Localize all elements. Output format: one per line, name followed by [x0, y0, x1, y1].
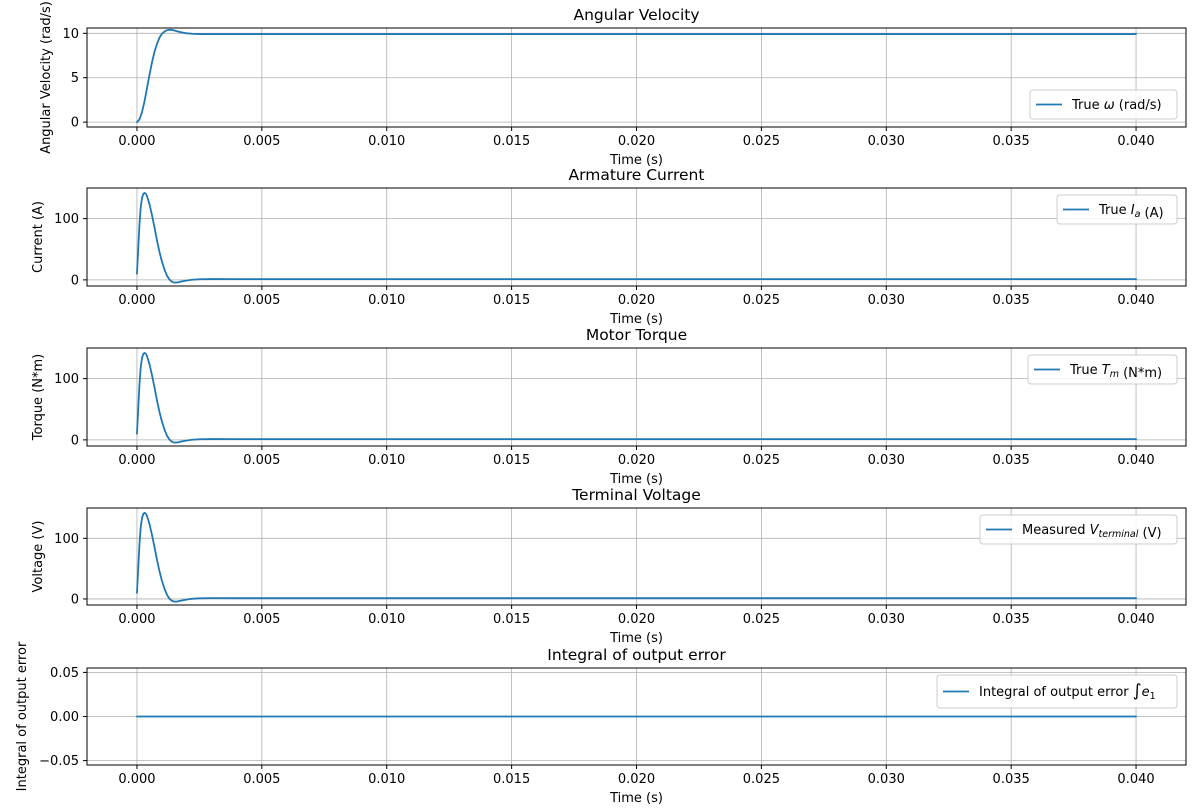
x-tick-label: 0.005 [243, 293, 280, 308]
legend-box [936, 674, 1178, 709]
x-tick-label: 0.010 [368, 453, 405, 468]
y-tick-label: 0.05 [50, 666, 79, 681]
y-tick-label: 0 [71, 433, 79, 448]
subplot-title: Armature Current [569, 166, 705, 184]
x-tick-label: 0.005 [243, 612, 280, 627]
x-tick-label: 0.005 [243, 134, 280, 149]
x-tick-label: 0.020 [618, 453, 655, 468]
legend: True Ia (A) [1056, 194, 1178, 225]
x-tick-label: 0.040 [1117, 293, 1154, 308]
x-tick-label: 0.015 [493, 293, 530, 308]
legend-entry: True Ia (A) [1098, 203, 1164, 221]
x-tick-label: 0.040 [1117, 612, 1154, 627]
y-tick-label: 0 [71, 116, 79, 131]
y-axis-label: Angular Velocity (rad/s) [39, 1, 54, 154]
legend: Integral of output error ∫e1 [936, 674, 1178, 709]
legend: True ω (rad/s) [1029, 89, 1178, 120]
y-axis-label: Voltage (V) [31, 521, 46, 593]
legend-box [1027, 354, 1178, 385]
y-tick-label: 0 [71, 273, 79, 288]
subplot-5: 0.000 0.005 0.010 0.015 0.020 0.025 0.030 0.035… [15, 641, 1187, 806]
x-tick-label: 0.010 [368, 772, 405, 787]
subplot-4: 0.000 0.005 0.010 0.015 0.020 0.025 0.030 0.035… [31, 486, 1187, 646]
x-tick-label: 0.025 [743, 134, 780, 149]
x-tick-label: 0.010 [368, 293, 405, 308]
x-tick-label: 0.030 [868, 453, 905, 468]
y-tick-label: 100 [54, 532, 79, 547]
x-tick-label: 0.025 [743, 612, 780, 627]
x-tick-label: 0.015 [493, 134, 530, 149]
y-axis-label: Integral of output error [15, 641, 30, 791]
y-axis-label: Current (A) [31, 201, 46, 273]
x-tick-label: 0.000 [118, 772, 155, 787]
series-line [136, 192, 1137, 284]
x-tick-label: 0.010 [368, 134, 405, 149]
legend-entry: Measured Vterminal (V) [1022, 523, 1162, 541]
x-tick-label: 0.030 [868, 134, 905, 149]
x-tick-label: 0.030 [868, 293, 905, 308]
legend-entry: True Tm (N*m) [1069, 363, 1162, 381]
x-tick-label: 0.015 [493, 772, 530, 787]
x-tick-label: 0.000 [118, 134, 155, 149]
x-tick-label: 0.040 [1117, 134, 1154, 149]
x-tick-label: 0.010 [368, 612, 405, 627]
y-tick-label: −0.05 [39, 754, 79, 769]
x-tick-label: 0.000 [118, 293, 155, 308]
y-tick-label: 100 [54, 212, 79, 227]
legend-entry: True ω (rad/s) [1071, 98, 1162, 113]
y-axis-label: Torque (N*m) [31, 354, 46, 441]
series-line [136, 28, 1137, 124]
x-tick-label: 0.000 [118, 612, 155, 627]
x-tick-label: 0.035 [993, 612, 1030, 627]
x-tick-label: 0.040 [1117, 453, 1154, 468]
y-tick-label: 10 [62, 27, 79, 42]
subplot-title: Integral of output error [547, 646, 726, 664]
legend-entry: Integral of output error ∫e1 [979, 681, 1156, 702]
subplot-2: 0.000 0.005 0.010 0.015 0.020 0.025 0.030 0.035… [31, 166, 1187, 327]
legend-box [1029, 89, 1178, 120]
x-tick-label: 0.025 [743, 293, 780, 308]
subplot-title: Angular Velocity [574, 6, 700, 24]
series-line [136, 511, 1137, 603]
subplot-title: Terminal Voltage [571, 486, 701, 504]
x-tick-label: 0.025 [743, 453, 780, 468]
x-axis-label: Time (s) [609, 153, 663, 168]
x-tick-label: 0.035 [993, 293, 1030, 308]
x-tick-label: 0.030 [868, 772, 905, 787]
x-tick-label: 0.000 [118, 453, 155, 468]
y-tick-label: 0 [71, 592, 79, 607]
y-tick-label: 5 [71, 71, 79, 86]
x-tick-label: 0.035 [993, 772, 1030, 787]
x-tick-label: 0.015 [493, 453, 530, 468]
x-tick-label: 0.020 [618, 293, 655, 308]
series-line [136, 352, 1137, 444]
x-axis-label: Time (s) [609, 631, 663, 646]
x-axis-label: Time (s) [609, 472, 663, 487]
x-axis-label: Time (s) [609, 312, 663, 327]
x-tick-label: 0.035 [993, 453, 1030, 468]
y-tick-label: 100 [54, 372, 79, 387]
legend-box [1056, 194, 1178, 225]
subplot-title: Motor Torque [586, 326, 687, 344]
x-tick-label: 0.005 [243, 453, 280, 468]
legend: True Tm (N*m) [1027, 354, 1178, 385]
x-tick-label: 0.025 [743, 772, 780, 787]
x-tick-label: 0.030 [868, 612, 905, 627]
legend-box [979, 514, 1178, 545]
x-tick-label: 0.020 [618, 612, 655, 627]
x-axis-label: Time (s) [609, 791, 663, 806]
x-tick-label: 0.035 [993, 134, 1030, 149]
x-tick-label: 0.020 [618, 134, 655, 149]
x-tick-label: 0.005 [243, 772, 280, 787]
legend: Measured Vterminal (V) [979, 514, 1178, 545]
x-tick-label: 0.040 [1117, 772, 1154, 787]
subplot-3: 0.000 0.005 0.010 0.015 0.020 0.025 0.030 0.035… [31, 326, 1187, 487]
subplot-1: 0.000 0.005 0.010 0.015 0.020 0.025 0.030 0.035… [39, 1, 1187, 168]
x-tick-label: 0.015 [493, 612, 530, 627]
y-tick-label: 0.00 [50, 710, 79, 725]
x-tick-label: 0.020 [618, 772, 655, 787]
